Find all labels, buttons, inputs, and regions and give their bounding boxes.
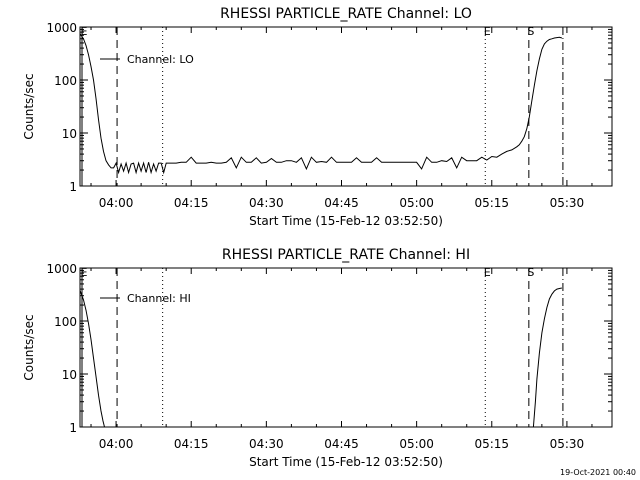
x-tick-label: 05:15	[474, 437, 509, 451]
y-tick-label: 100	[54, 315, 77, 329]
event-marker-label: E	[81, 266, 88, 279]
legend-label: Channel: LO	[127, 53, 194, 66]
y-tick-label: 10	[62, 368, 77, 382]
event-marker-label: E	[81, 25, 88, 38]
y-tick-label: 100	[54, 74, 77, 88]
y-tick-label: 1000	[46, 262, 77, 276]
x-tick-label: 04:30	[249, 196, 284, 210]
panel-channel-lo: RHESSI PARTICLE_RATE Channel: LO 04:00 04:…	[22, 6, 613, 228]
plot-frame	[79, 26, 613, 187]
x-tick-label: 04:45	[324, 437, 359, 451]
x-axis-label: Start Time (15-Feb-12 03:52:50)	[249, 455, 443, 469]
data-series-line	[80, 33, 563, 175]
plot-frame	[79, 267, 613, 428]
y-tick-label: 10	[62, 127, 77, 141]
event-marker-label: S	[527, 266, 534, 279]
y-axis-label: Counts/sec	[22, 314, 36, 380]
x-tick-label: 04:00	[99, 196, 134, 210]
legend-label: Channel: HI	[127, 292, 191, 305]
generation-timestamp: 19-Oct-2021 00:40	[560, 468, 636, 477]
data-series-line	[80, 290, 105, 427]
chart-title: RHESSI PARTICLE_RATE Channel: LO	[220, 6, 472, 22]
panel-channel-hi: RHESSI PARTICLE_RATE Channel: HI 04:00 04:…	[22, 247, 613, 469]
y-tick-label: 1	[69, 180, 77, 194]
x-axis-label: Start Time (15-Feb-12 03:52:50)	[249, 214, 443, 228]
event-marker-label: E	[484, 266, 491, 279]
x-tick-label: 05:00	[399, 437, 434, 451]
x-tick-label: 04:00	[99, 437, 134, 451]
x-tick-label: 05:30	[550, 196, 585, 210]
x-tick-label: 05:15	[474, 196, 509, 210]
x-tick-label: 04:45	[324, 196, 359, 210]
data-series-line	[532, 287, 562, 427]
x-tick-label: 05:00	[399, 196, 434, 210]
y-axis-label: Counts/sec	[22, 73, 36, 139]
chart-title: RHESSI PARTICLE_RATE Channel: HI	[222, 247, 470, 263]
event-marker-label: S	[527, 25, 534, 38]
x-tick-label: 04:15	[174, 437, 209, 451]
x-tick-label: 05:30	[550, 437, 585, 451]
event-marker-label: E	[484, 25, 491, 38]
x-tick-label: 04:30	[249, 437, 284, 451]
y-tick-label: 1000	[46, 21, 77, 35]
y-tick-label: 1	[69, 421, 77, 435]
x-tick-label: 04:15	[174, 196, 209, 210]
